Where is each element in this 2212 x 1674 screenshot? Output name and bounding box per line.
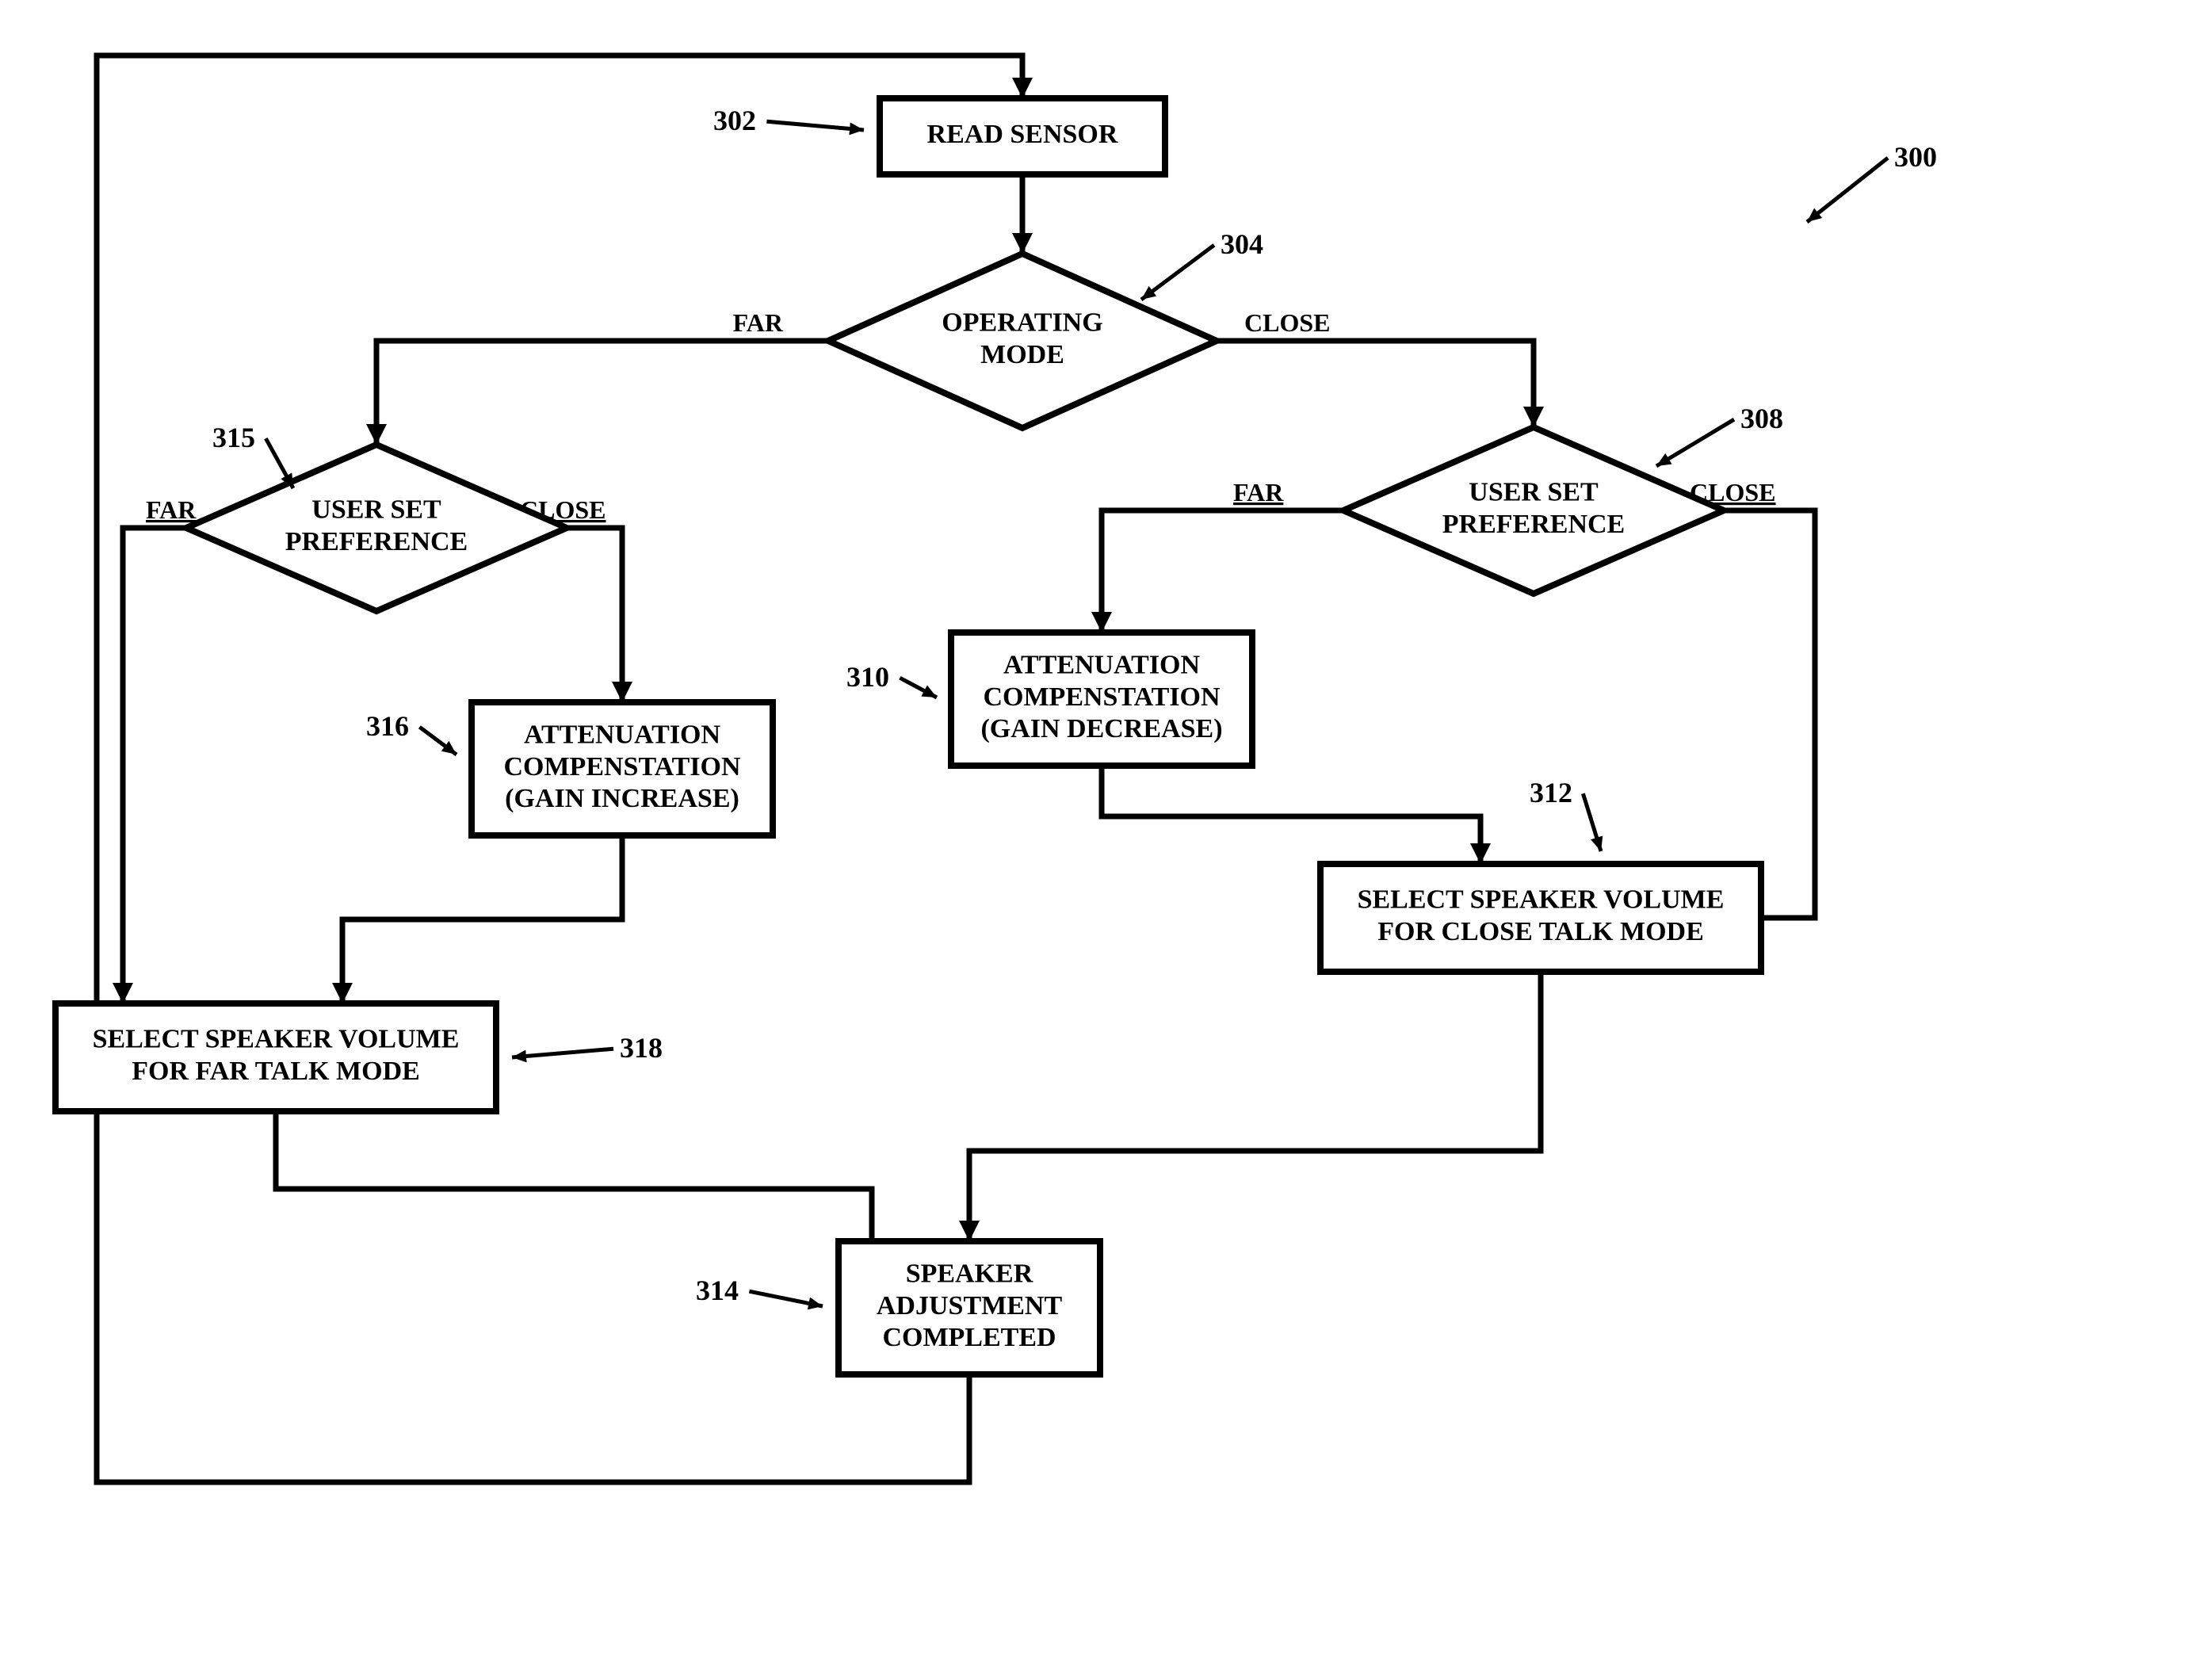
ref-arrow xyxy=(266,438,293,488)
node-n312-line: SELECT SPEAKER VOLUME xyxy=(1358,885,1725,915)
ref-label: 308 xyxy=(1740,403,1783,434)
ref-label: 304 xyxy=(1221,228,1263,260)
node-n318-line: SELECT SPEAKER VOLUME xyxy=(93,1025,460,1054)
node-n318: SELECT SPEAKER VOLUME FOR FAR TALK MODE xyxy=(55,1003,496,1111)
edge-e_312_314 xyxy=(969,972,1541,1241)
edge-label-e_304_close: CLOSE xyxy=(1244,308,1330,337)
ref-arrow xyxy=(1141,245,1214,300)
edge-e_308_far xyxy=(1102,510,1343,633)
node-n314-line: ADJUSTMENT xyxy=(877,1291,1063,1320)
ref-arrow xyxy=(1656,419,1734,466)
node-n310: ATTENUATIONCOMPENSTATION(GAIN DECREASE) xyxy=(951,633,1252,766)
node-n312: SELECT SPEAKER VOLUMEFOR CLOSE TALK MODE xyxy=(1320,864,1761,972)
node-n302-line: READ SENSOR xyxy=(927,120,1118,149)
node-n315-line: PREFERENCE xyxy=(285,527,468,556)
node-n308-line: USER SET xyxy=(1469,478,1599,507)
node-n316-line: COMPENSTATION xyxy=(503,752,741,782)
node-n304: OPERATINGMODE xyxy=(828,254,1217,428)
node-n316: ATTENUATIONCOMPENSTATION(GAIN INCREASE) xyxy=(472,702,773,835)
ref-arrow xyxy=(1583,793,1601,851)
ref-label: 312 xyxy=(1530,777,1572,808)
ref-arrow xyxy=(900,678,937,698)
ref-label: 302 xyxy=(713,105,756,136)
node-n315: USER SETPREFERENCE xyxy=(186,445,567,611)
node-n312-line: FOR CLOSE TALK MODE xyxy=(1377,917,1704,946)
ref-label: 318 xyxy=(620,1032,663,1064)
node-n302: READ SENSOR xyxy=(880,98,1165,174)
edge-e_316_318 xyxy=(342,835,622,1003)
ref-label: 315 xyxy=(212,422,255,453)
node-n316-line: (GAIN INCREASE) xyxy=(505,784,739,813)
edge-e_315_far xyxy=(123,528,186,1003)
node-n308-line: PREFERENCE xyxy=(1442,510,1625,539)
node-n315-line: USER SET xyxy=(311,495,441,525)
edge-e_304_far xyxy=(376,341,828,445)
ref-label: 310 xyxy=(846,661,889,693)
node-n310-line: COMPENSTATION xyxy=(983,682,1221,712)
ref-arrow xyxy=(766,121,864,130)
ref-arrow xyxy=(749,1291,823,1306)
node-n314-line: COMPLETED xyxy=(882,1323,1056,1352)
ref-arrow xyxy=(512,1049,613,1057)
flowchart-canvas: FARCLOSECLOSEFARFARCLOSEREAD SENSOROPERA… xyxy=(0,0,2212,1674)
ref-label: 314 xyxy=(696,1275,739,1306)
edge-e_310_312 xyxy=(1102,766,1480,864)
edge-label-e_304_far: FAR xyxy=(733,308,784,337)
ref-arrow xyxy=(1807,158,1888,222)
node-n304-line: MODE xyxy=(980,340,1064,369)
node-n308: USER SET PREFERENCE xyxy=(1343,427,1724,594)
node-n314-line: SPEAKER xyxy=(906,1259,1033,1289)
ref-label: 300 xyxy=(1894,141,1937,173)
edge-e_315_close xyxy=(567,528,622,702)
nodes-layer: READ SENSOROPERATINGMODEUSER SETPREFEREN… xyxy=(55,98,1761,1374)
edge-e_318_314 xyxy=(276,1111,872,1278)
node-n318-line: FOR FAR TALK MODE xyxy=(132,1057,420,1086)
node-n316-line: ATTENUATION xyxy=(524,720,721,750)
edge-label-e_308_far: FAR xyxy=(1233,478,1284,506)
edge-label-e_315_far: FAR xyxy=(146,495,197,524)
ref-label: 316 xyxy=(366,710,409,742)
node-n314: SPEAKERADJUSTMENT COMPLETED xyxy=(839,1241,1100,1374)
node-n304-line: OPERATING xyxy=(942,308,1102,338)
node-n310-line: (GAIN DECREASE) xyxy=(980,714,1222,743)
node-n310-line: ATTENUATION xyxy=(1003,651,1201,680)
ref-arrow xyxy=(419,727,457,755)
edge-e_304_close xyxy=(1217,341,1534,427)
